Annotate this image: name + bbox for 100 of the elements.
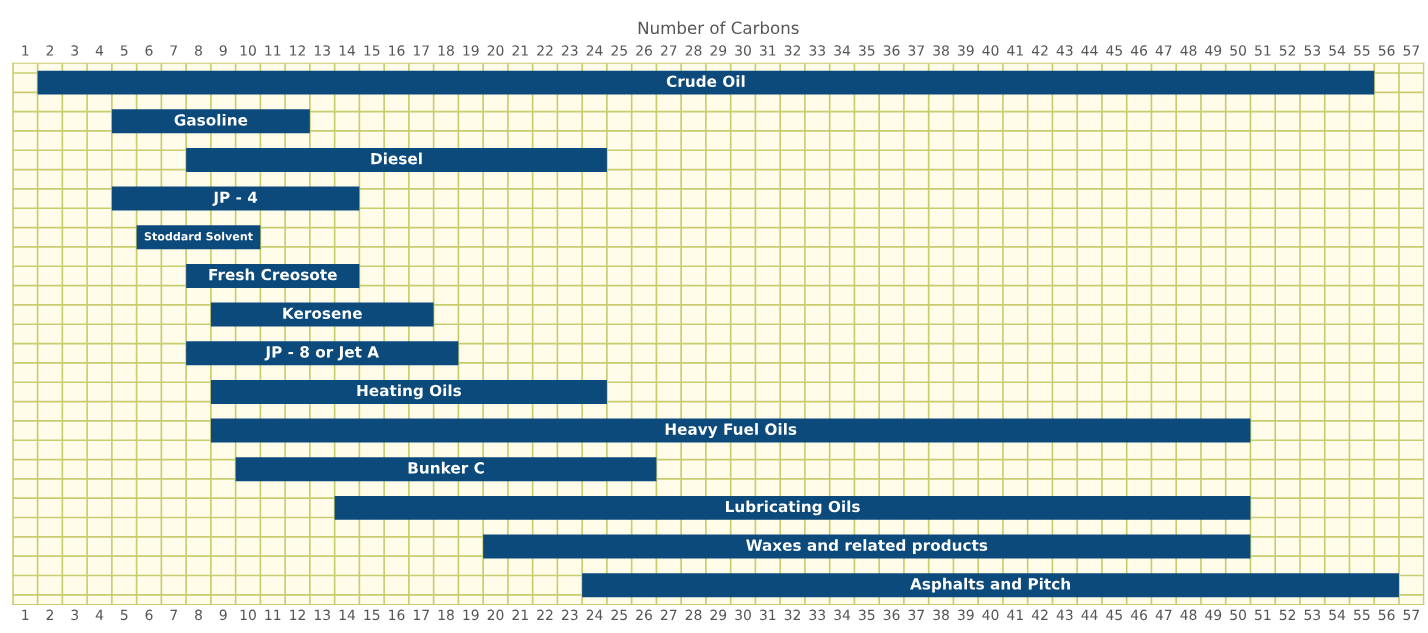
x2-tick-label: 18 (438, 45, 454, 56)
x-tick-label: 27 (660, 609, 677, 620)
x2-tick-label: 31 (760, 45, 776, 56)
x-tick-label: 38 (933, 609, 949, 621)
bar (210, 418, 1251, 443)
x2-tick-label: 34 (834, 45, 851, 56)
x2-tick-label: 37 (908, 45, 924, 56)
x-tick-label: 19 (463, 609, 479, 621)
x2-tick-label: 33 (809, 45, 826, 56)
x-tick-label: 41 (1007, 609, 1023, 620)
x-tick-label: 12 (290, 609, 305, 620)
x-tick-label: 49 (1205, 609, 1222, 621)
y-tick-label: Waxes and related products (746, 539, 988, 554)
x2-tick-label: 30 (735, 45, 751, 56)
x2-tick-label: 2 (46, 45, 54, 56)
x2-tick-label: 1 (22, 45, 29, 56)
bar (483, 534, 1251, 559)
x-tick-label: 51 (1255, 609, 1271, 621)
x2-tick-label: 29 (710, 45, 727, 56)
x2-tick-label: 11 (265, 45, 281, 56)
x2-tick-label: 54 (1329, 45, 1346, 56)
x-tick-label: 52 (1279, 609, 1296, 621)
x2-tick-label: 21 (512, 45, 528, 56)
y-tick-label: Stoddard Solvent (144, 231, 253, 241)
x-tick-label: 37 (908, 609, 924, 621)
x-tick-label: 6 (145, 609, 153, 621)
x2-tick-label: 55 (1354, 45, 1370, 56)
x-tick-label: 40 (982, 609, 999, 621)
y-tick-label: Fresh Creosote (209, 268, 337, 281)
bar (210, 302, 434, 327)
bar (582, 573, 1399, 598)
x2-tick-label: 52 (1279, 45, 1296, 56)
x-axis-title: Number of Carbons (638, 21, 799, 35)
x-tick-label: 14 (339, 609, 356, 620)
x-tick-label: 54 (1329, 609, 1346, 621)
x-tick-label: 11 (265, 609, 281, 620)
x-tick-label: 3 (71, 609, 79, 621)
x2-tick-label: 40 (982, 45, 999, 56)
y-tick-label: JP - 8 or Jet A (264, 346, 379, 361)
x-tick-label: 39 (958, 609, 974, 621)
x2-tick-label: 19 (463, 45, 479, 56)
x2-tick-label: 6 (145, 45, 153, 56)
x-tick-label: 35 (859, 609, 875, 621)
x-tick-label: 20 (487, 609, 504, 621)
x2-tick-label: 27 (660, 45, 677, 56)
y-tick-label: Crude Oil (666, 75, 745, 88)
x-tick-label: 32 (784, 609, 800, 621)
x2-tick-label: 51 (1255, 45, 1271, 56)
x2-tick-label: 15 (364, 45, 380, 56)
x-tick-label: 17 (413, 609, 429, 620)
x2-tick-label: 22 (537, 45, 553, 56)
bar (210, 379, 607, 404)
bar (111, 109, 310, 134)
x-tick-label: 43 (1056, 609, 1073, 621)
x-tick-label: 13 (314, 609, 330, 621)
y-tick-label: Lubricating Oils (725, 500, 860, 516)
x-tick-label: 28 (685, 609, 702, 621)
x2-tick-label: 46 (1130, 45, 1148, 56)
x-tick-label: 7 (170, 609, 177, 620)
x2-tick-label: 9 (219, 45, 227, 56)
x2-tick-label: 4 (95, 45, 104, 56)
x-tick-label: 31 (760, 609, 776, 621)
bar (111, 186, 360, 211)
x-tick-label: 50 (1230, 609, 1246, 621)
x-tick-label: 34 (834, 609, 851, 621)
x2-tick-label: 3 (71, 45, 79, 56)
x-tick-label: 26 (636, 609, 652, 621)
x2-tick-label: 7 (170, 45, 177, 56)
y-tick-label: JP - 4 (212, 191, 258, 206)
x2-tick-label: 28 (685, 45, 702, 56)
bar (186, 341, 459, 366)
x2-tick-label: 39 (958, 45, 974, 56)
x2-tick-label: 49 (1205, 45, 1222, 56)
x-tick-label: 36 (883, 609, 900, 621)
x-tick-label: 55 (1354, 609, 1370, 621)
x-tick-label: 16 (389, 609, 405, 621)
x2-tick-label: 17 (413, 45, 429, 56)
x2-tick-label: 48 (1180, 45, 1197, 56)
x2-tick-label: 26 (636, 45, 652, 56)
x-tick-label: 25 (611, 609, 627, 621)
x-tick-label: 1 (22, 609, 29, 620)
x2-tick-label: 42 (1031, 45, 1048, 56)
bar (235, 457, 657, 482)
x2-tick-label: 38 (933, 45, 949, 56)
x-tick-label: 4 (95, 609, 104, 620)
y-tick-label: Diesel (371, 152, 422, 165)
x-tick-label: 46 (1130, 609, 1148, 621)
x-tick-label: 21 (512, 609, 528, 620)
x-tick-label: 42 (1031, 609, 1048, 620)
x2-tick-label: 10 (240, 45, 256, 56)
x-tick-label: 8 (195, 609, 202, 621)
x-tick-label: 9 (219, 609, 227, 621)
x-tick-label: 18 (438, 609, 454, 621)
x-tick-label: 56 (1378, 609, 1395, 621)
x2-tick-label: 5 (120, 45, 128, 56)
x2-tick-label: 24 (586, 45, 603, 56)
x2-tick-label: 56 (1378, 45, 1395, 56)
x-tick-label: 30 (735, 609, 751, 621)
x-tick-label: 45 (1106, 609, 1122, 621)
x2-tick-label: 13 (314, 45, 330, 56)
